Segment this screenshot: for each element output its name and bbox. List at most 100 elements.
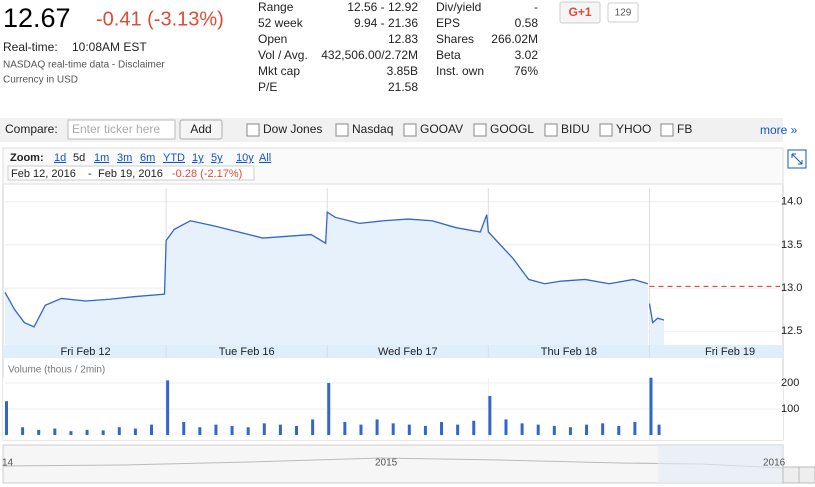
scroll-left[interactable]	[782, 466, 800, 484]
stat-label: Range	[258, 0, 294, 14]
volume-bar	[117, 427, 121, 436]
scroll-right[interactable]	[798, 466, 815, 484]
y-tick-label: 200	[781, 377, 799, 389]
stat-value: 3.02	[515, 48, 539, 62]
realtime-time: 10:08AM EST	[72, 40, 147, 54]
volume-bar	[440, 422, 444, 436]
compare-option[interactable]: FB	[677, 122, 692, 136]
volume-bar	[230, 425, 234, 436]
checkbox[interactable]	[335, 123, 349, 137]
range-from: Feb 12, 2016	[11, 168, 76, 180]
volume-bar	[456, 424, 460, 436]
stat-label: Inst. own	[436, 64, 484, 78]
zoom-option[interactable]: 1m	[94, 152, 109, 164]
ticker-input[interactable]	[67, 119, 176, 140]
volume-bar	[37, 429, 41, 436]
plus-one-count-box	[607, 2, 639, 23]
volume-bar	[536, 424, 540, 436]
stat-label: P/E	[258, 80, 277, 94]
navigator[interactable]	[2, 444, 784, 484]
zoom-option[interactable]: 5y	[211, 152, 223, 164]
y-tick-label: 14.0	[781, 196, 802, 208]
stat-value: 0.58	[515, 16, 539, 30]
zoom-option[interactable]: All	[259, 152, 271, 164]
volume-bar	[166, 380, 170, 436]
volume-bar	[657, 424, 661, 436]
volume-bar	[21, 427, 25, 436]
volume-bar	[5, 401, 8, 436]
navigator-label: 2015	[375, 458, 398, 469]
zoom-label: Zoom:	[10, 152, 44, 164]
range-box	[7, 165, 255, 181]
compare-option[interactable]: Nasdaq	[352, 122, 393, 136]
zoom-option[interactable]: 1d	[54, 152, 66, 164]
stat-value: 432,506.00/2.72M	[321, 48, 418, 62]
y-tick-label: 13.0	[781, 282, 802, 294]
stat-value: 12.56 - 12.92	[347, 0, 418, 14]
ticker-placeholder: Enter ticker here	[72, 122, 160, 136]
zoom-option[interactable]: 10y	[236, 152, 254, 164]
plus-one-button[interactable]	[559, 1, 601, 24]
stat-label: Open	[258, 32, 287, 46]
checkbox[interactable]	[473, 123, 487, 137]
compare-option[interactable]: Dow Jones	[263, 122, 322, 136]
plus-one-label[interactable]: G+1	[568, 5, 591, 19]
range-to: Feb 19, 2016	[98, 168, 163, 180]
price: 12.67	[3, 3, 71, 33]
volume-bar	[182, 422, 186, 436]
volume-bar	[85, 429, 89, 436]
checkbox[interactable]	[544, 123, 558, 137]
plus-one-count: 129	[615, 8, 632, 19]
compare-option[interactable]: GOOAV	[420, 122, 463, 136]
zoom-option[interactable]: YTD	[163, 152, 185, 164]
volume-bar	[520, 423, 524, 436]
compare-option[interactable]: BIDU	[561, 122, 590, 136]
navigator-label: 2016	[763, 458, 786, 469]
volume-bar	[262, 423, 266, 436]
more-link[interactable]: more »	[760, 123, 798, 137]
volume-bar	[601, 423, 605, 436]
volume-bar	[69, 431, 73, 436]
y-tick-label: 12.5	[781, 325, 802, 337]
price-change: -0.41 (-3.13%)	[96, 8, 224, 30]
range-change: -0.28 (-2.17%)	[172, 168, 242, 180]
stat-label: Vol / Avg.	[258, 48, 308, 62]
zoom-option[interactable]: 1y	[192, 152, 204, 164]
checkbox[interactable]	[599, 123, 613, 137]
volume-bar	[53, 428, 57, 436]
source[interactable]: NASDAQ real-time data - Disclaimer	[3, 60, 165, 71]
price-line	[648, 303, 665, 324]
volume-bar	[359, 424, 363, 436]
stat-label: Shares	[436, 32, 474, 46]
stat-label: Beta	[436, 48, 461, 62]
checkbox[interactable]	[403, 123, 417, 137]
volume-bar	[407, 424, 411, 436]
volume-bar	[649, 377, 653, 436]
currency: Currency in USD	[3, 75, 78, 86]
stat-value: 76%	[514, 64, 538, 78]
add-button-label[interactable]: Add	[190, 122, 211, 136]
stat-label: EPS	[436, 16, 460, 30]
checkbox[interactable]	[660, 123, 674, 137]
stat-label: Div/yield	[436, 0, 481, 14]
stat-label: 52 week	[258, 16, 304, 30]
volume-bar	[375, 419, 379, 436]
zoom-option[interactable]: 6m	[140, 152, 155, 164]
navigator-window[interactable]	[658, 445, 783, 483]
y-tick-label: 13.5	[781, 239, 802, 251]
checkbox[interactable]	[246, 123, 260, 137]
stat-value: 266.02M	[491, 32, 538, 46]
x-tick-label: Tue Feb 16	[219, 346, 275, 358]
volume-bar	[150, 424, 154, 436]
add-button[interactable]	[179, 119, 223, 140]
volume-bar	[488, 395, 492, 436]
expand-icon	[791, 153, 803, 165]
price-area	[5, 212, 648, 345]
stat-label: Mkt cap	[258, 64, 300, 78]
zoom-option[interactable]: 3m	[117, 152, 132, 164]
compare-option[interactable]: YHOO	[616, 122, 651, 136]
range-separator: -	[88, 168, 92, 180]
compare-option[interactable]: GOOGL	[490, 122, 534, 136]
x-tick-label: Fri Feb 19	[705, 346, 755, 358]
